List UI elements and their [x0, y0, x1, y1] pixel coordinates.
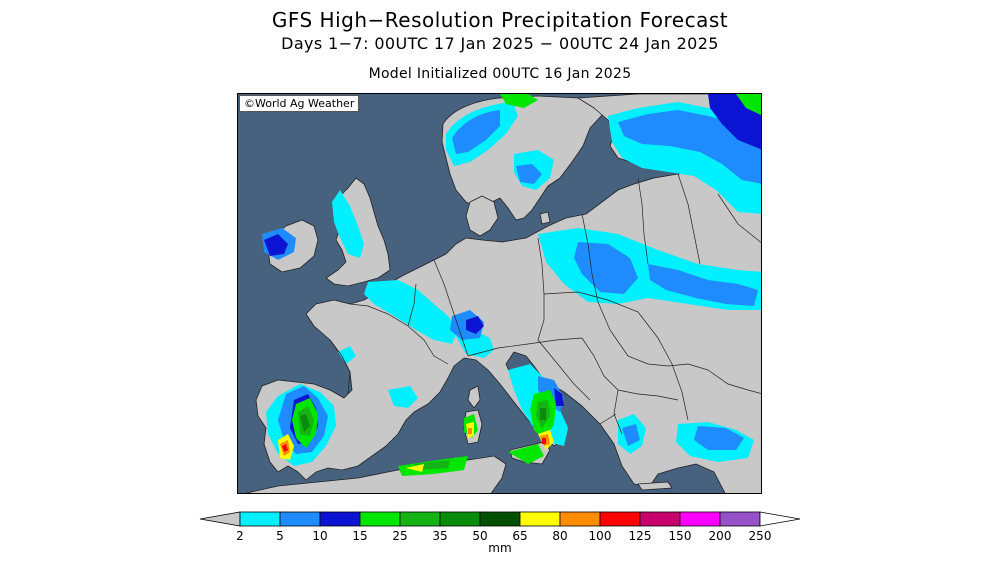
legend-tick-label: 200 — [709, 529, 732, 543]
legend-tick-label: 5 — [276, 529, 284, 543]
legend-color-boxes — [199, 511, 801, 527]
legend-tick-label: 100 — [589, 529, 612, 543]
precip-layer-green — [292, 94, 761, 476]
legend-tick-labels: 2 5 10 15 25 35 50 65 80 100 125 150 200 250 — [236, 529, 771, 543]
legend-tick-label: 35 — [432, 529, 447, 543]
legend-box — [519, 511, 561, 527]
legend-tick-label: 15 — [352, 529, 367, 543]
legend-tick-label: 125 — [629, 529, 652, 543]
data-credit-label: ©World Ag Weather — [239, 95, 360, 112]
precipitation-color-legend: 2 5 10 15 25 35 50 65 80 100 125 150 200 250 — [199, 511, 801, 543]
legend-box — [759, 511, 801, 527]
legend-box — [319, 511, 361, 527]
legend-box — [279, 511, 321, 527]
map-canvas — [245, 94, 761, 493]
land-denmark — [465, 195, 499, 237]
land-baltic-island — [539, 211, 551, 225]
legend-tick-label: 25 — [392, 529, 407, 543]
legend-tick-label: 65 — [512, 529, 527, 543]
legend-box — [439, 511, 481, 527]
precip-layer-heavy — [278, 422, 554, 472]
legend-box — [239, 511, 281, 527]
forecast-period: Days 1−7: 00UTC 17 Jan 2025 − 00UTC 24 J… — [281, 34, 719, 53]
legend-unit-label: mm — [488, 541, 512, 555]
legend-box — [599, 511, 641, 527]
legend-tick-label: 50 — [472, 529, 487, 543]
country-borders — [329, 173, 761, 435]
chart-title: GFS High−Resolution Precipitation Foreca… — [271, 8, 729, 32]
legend-box — [639, 511, 681, 527]
legend-box — [719, 511, 761, 527]
legend-tick-label: 150 — [669, 529, 692, 543]
land-crete — [637, 481, 673, 491]
legend-box — [199, 511, 241, 527]
legend-tick-label: 250 — [749, 529, 772, 543]
legend-box — [679, 511, 721, 527]
legend-tick-label: 10 — [312, 529, 327, 543]
precipitation-map — [237, 93, 762, 494]
legend-tick-label: 2 — [236, 529, 244, 543]
legend-box — [399, 511, 441, 527]
legend-box — [359, 511, 401, 527]
land-corsica — [467, 385, 481, 409]
legend-box — [479, 511, 521, 527]
model-init-time: Model Initialized 00UTC 16 Jan 2025 — [368, 66, 632, 82]
legend-tick-label: 80 — [552, 529, 567, 543]
legend-box — [559, 511, 601, 527]
